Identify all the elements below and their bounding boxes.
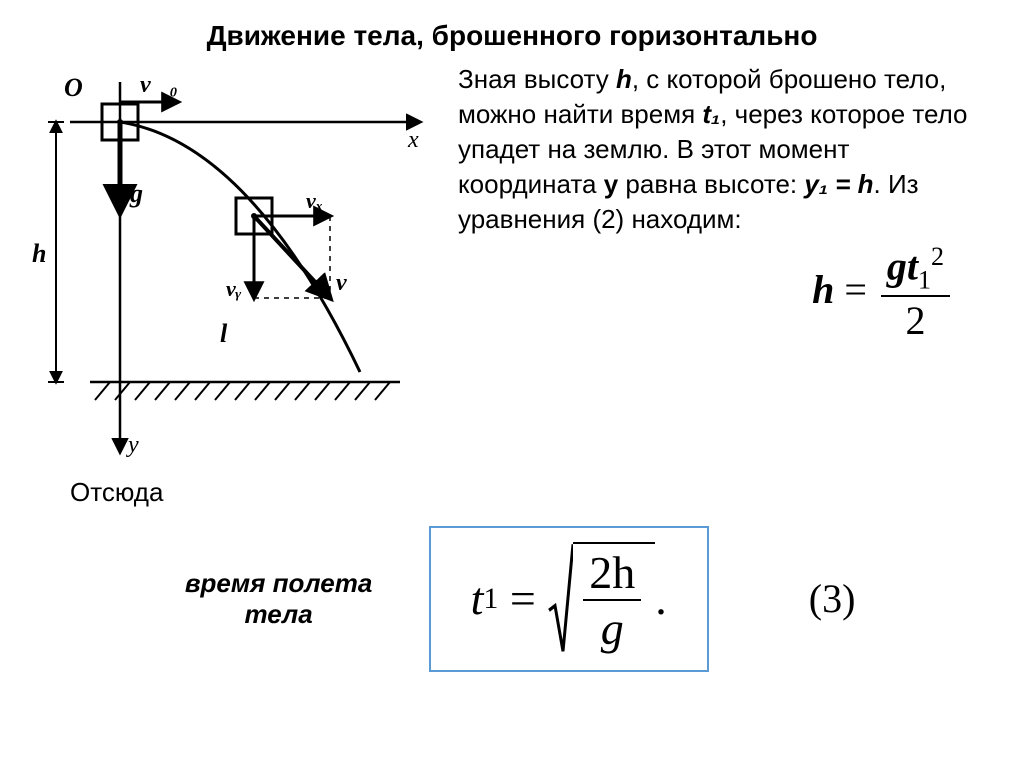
flight-time-label: время полета тела <box>169 568 389 630</box>
svg-text:v⃗: v⃗ <box>336 270 365 296</box>
page-title: Движение тела, брошенного горизонтально <box>30 20 994 52</box>
equation-number: (3) <box>809 575 856 622</box>
line2: тела <box>244 599 312 629</box>
svg-text:vᵧ: vᵧ <box>226 276 242 301</box>
t-var: t <box>471 572 484 625</box>
svg-text:vₓ: vₓ <box>306 188 323 213</box>
eq-sign: = <box>510 572 536 625</box>
var-t1: t₁ <box>702 99 720 129</box>
var-y: y <box>604 169 618 199</box>
hence-label: Отсюда <box>70 477 994 508</box>
explanation-paragraph: Зная высоту h, с которой брошено тело, м… <box>450 62 994 345</box>
sub1: 1 <box>918 266 931 295</box>
text: равна высоте: <box>618 169 804 199</box>
svg-text:h: h <box>32 239 46 268</box>
sup2: 2 <box>931 242 944 271</box>
svg-text:v⃗₀: v⃗₀ <box>140 72 178 98</box>
t-sub: 1 <box>483 582 498 616</box>
eq-sign: = <box>844 268 867 313</box>
svg-text:l: l <box>220 319 228 348</box>
dot: . <box>655 572 667 625</box>
lhs: h <box>812 268 834 313</box>
formula-h: h = gt12 2 <box>458 243 994 345</box>
svg-text:y: y <box>126 432 139 458</box>
text: Зная высоту <box>458 64 616 94</box>
den-2: 2 <box>881 297 950 345</box>
formula-t1-box: t1 = 2h g . <box>429 526 709 672</box>
num-gt: gt <box>887 244 918 289</box>
line1: время полета <box>185 568 372 598</box>
svg-text:x: x <box>407 127 419 153</box>
eq-y1h: y₁ = h <box>804 169 873 199</box>
den-g: g <box>601 603 624 654</box>
physics-diagram: x y O v⃗₀ g⃗ vₓ vᵧ <box>30 62 450 467</box>
num-2h: 2h <box>583 548 641 601</box>
svg-text:O: O <box>64 73 83 102</box>
var-h: h <box>616 64 632 94</box>
svg-text:g⃗: g⃗ <box>129 179 163 208</box>
